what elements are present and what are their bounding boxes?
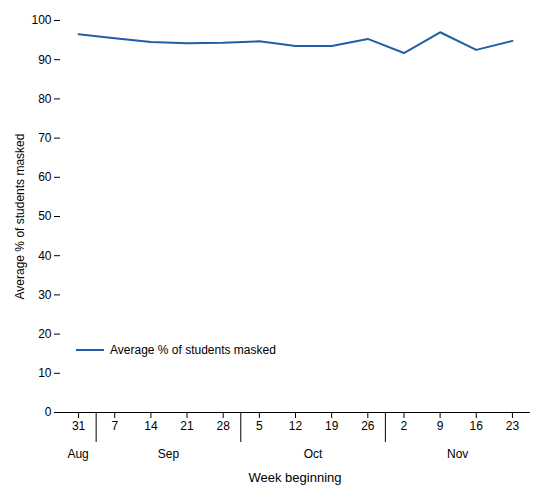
svg-text:30: 30	[38, 288, 52, 302]
svg-text:10: 10	[38, 366, 52, 380]
svg-text:Average % of students masked: Average % of students masked	[13, 134, 27, 300]
svg-text:Week beginning: Week beginning	[249, 470, 342, 485]
svg-text:31: 31	[72, 419, 86, 433]
svg-text:23: 23	[506, 419, 520, 433]
svg-text:5: 5	[256, 419, 263, 433]
svg-text:60: 60	[38, 170, 52, 184]
svg-text:Nov: Nov	[447, 447, 468, 461]
svg-text:Oct: Oct	[304, 447, 323, 461]
svg-text:Aug: Aug	[67, 447, 88, 461]
svg-text:0: 0	[45, 405, 52, 419]
svg-text:90: 90	[38, 53, 52, 67]
svg-text:9: 9	[437, 419, 444, 433]
svg-text:20: 20	[38, 327, 52, 341]
svg-text:80: 80	[38, 92, 52, 106]
svg-text:12: 12	[289, 419, 303, 433]
svg-text:Sep: Sep	[158, 447, 180, 461]
svg-text:7: 7	[111, 419, 118, 433]
svg-text:2: 2	[401, 419, 408, 433]
svg-text:26: 26	[361, 419, 375, 433]
svg-text:70: 70	[38, 131, 52, 145]
svg-text:50: 50	[38, 209, 52, 223]
svg-text:40: 40	[38, 249, 52, 263]
svg-text:16: 16	[470, 419, 484, 433]
html-text:Average % of students masked: Average % of students masked	[110, 343, 276, 358]
svg-text:19: 19	[325, 419, 339, 433]
svg-text:100: 100	[31, 13, 51, 27]
svg-text:21: 21	[180, 419, 194, 433]
svg-text:14: 14	[144, 419, 158, 433]
svg-text:28: 28	[217, 419, 231, 433]
